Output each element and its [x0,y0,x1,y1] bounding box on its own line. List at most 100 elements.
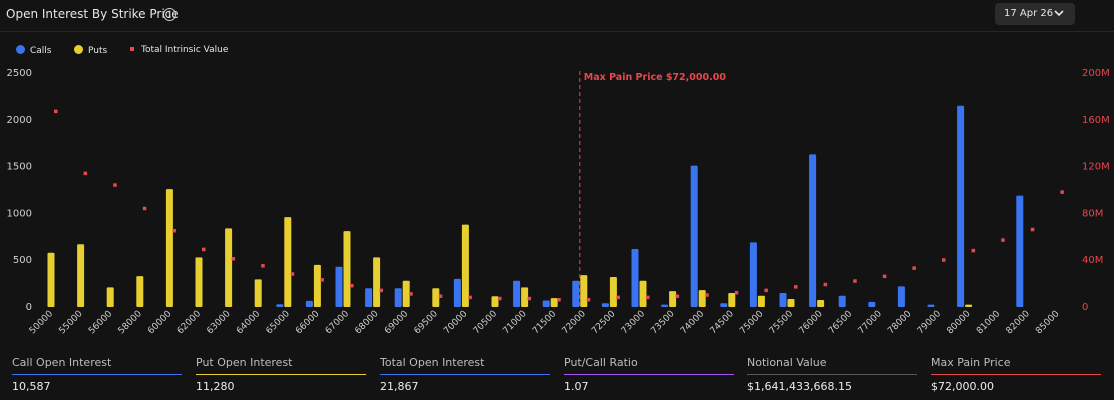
put-bar [343,231,351,307]
put-bar [728,292,736,307]
legend-calls-label: Calls [30,46,52,56]
expiry-date-dropdown[interactable]: 17 Apr 26 [995,3,1075,25]
y-left-tick-label: 500 [13,255,32,266]
stat-max-pain-price: Max Pain Price $72,000.00 [931,350,1101,398]
put-bar [757,295,765,307]
x-tick-label: 70500 [472,309,500,337]
y-right-tick-label: 160M [1082,115,1110,126]
x-tick-label: 77000 [857,309,885,337]
x-tick-label: 72500 [590,309,618,337]
intrinsic-point [290,272,295,276]
put-bar [313,264,321,307]
intrinsic-point [586,297,591,302]
y-left-tick-label: 2500 [7,68,32,79]
x-tick-label: 74500 [709,309,737,337]
stat-underline [380,374,550,375]
call-bar [513,280,521,307]
summary-stats: Call Open Interest 10,587 Put Open Inter… [0,350,1114,400]
legend-item-intrinsic[interactable]: Total Intrinsic Value [128,45,228,55]
put-bar [787,299,795,307]
put-bar [254,279,262,307]
y-left-tick-label: 2000 [7,115,32,126]
put-bar [817,299,825,307]
put-bar [402,280,410,307]
call-bar [720,303,728,307]
x-tick-label: 65000 [265,309,293,337]
page-title: Open Interest By Strike Price [6,7,179,21]
stat-underline [564,374,734,375]
stat-label: Call Open Interest [12,356,112,369]
stat-label: Max Pain Price [931,356,1011,369]
x-tick-label: 69500 [413,309,441,337]
intrinsic-point [468,295,472,300]
x-tick-label: 62000 [176,309,204,337]
intrinsic-point [350,283,354,288]
put-bar [373,257,381,307]
x-tick-label: 73000 [620,309,648,337]
put-bar [165,189,173,307]
put-bar [669,291,677,307]
x-tick-label: 79000 [916,309,944,337]
stat-underline [931,374,1101,375]
intrinsic-point [113,183,117,187]
intrinsic-point [409,292,413,296]
call-bar [661,304,669,307]
intrinsic-point [734,290,739,295]
legend-item-calls[interactable]: Calls [16,45,52,56]
put-bar [461,224,469,307]
stat-label: Total Open Interest [380,356,485,369]
stat-value: 21,867 [380,380,419,393]
intrinsic-point [172,228,176,233]
x-tick-label: 75000 [738,309,766,337]
intrinsic-point [142,206,147,211]
intrinsic-point [616,295,620,300]
intrinsic-point [261,264,265,268]
call-bar [897,286,905,307]
put-bar [580,275,588,307]
x-tick-label: 56000 [87,309,115,337]
legend-item-puts[interactable]: Puts [74,45,107,56]
put-bar [550,298,558,307]
call-bar [927,304,935,307]
chart-header: Open Interest By Strike Price i 17 Apr 2… [0,0,1114,30]
call-bar [868,301,876,307]
call-bar [1016,195,1024,307]
call-bar [365,288,373,307]
call-bar [690,165,698,307]
y-right-tick-label: 80M [1082,208,1103,219]
x-tick-label: 74000 [679,309,707,337]
stat-label: Notional Value [747,356,827,369]
x-tick-label: 81000 [975,309,1003,337]
header-divider [0,31,1114,32]
x-tick-label: 67000 [324,309,352,337]
y-right-tick-label: 200M [1082,68,1110,79]
x-tick-label: 69000 [383,309,411,337]
call-bar [809,154,817,307]
intrinsic-point [912,266,916,270]
intrinsic-point [646,295,650,300]
chevron-down-icon [1053,6,1065,23]
info-icon[interactable]: i [163,8,176,21]
x-tick-label: 73500 [649,309,677,337]
x-tick-label: 58000 [117,309,145,337]
intrinsic-point [823,282,828,287]
calls-swatch [16,45,25,54]
intrinsic-point [794,285,798,289]
x-tick-label: 71500 [531,309,559,337]
x-tick-label: 66000 [294,309,322,337]
call-bar [779,292,787,307]
intrinsic-point [438,294,443,298]
put-bar [136,276,144,307]
stat-notional-value: Notional Value $1,641,433,668.15 [747,350,917,398]
open-interest-chart: 0 500 1000 1500 2000 2500 0 40M 80M 120M 160M 200M 5… [7,68,1110,337]
stat-label: Put/Call Ratio [564,356,638,369]
x-tick-label: 85000 [1034,309,1062,337]
x-tick-label: 78000 [886,309,914,337]
stat-value: $1,641,433,668.15 [747,380,852,393]
y-right-tick-label: 40M [1082,255,1103,266]
call-bar [453,278,461,307]
intrinsic-point [320,278,324,282]
intrinsic-swatch [130,47,134,51]
legend-puts-label: Puts [88,46,108,56]
stat-put-open-interest: Put Open Interest 11,280 [196,350,366,398]
